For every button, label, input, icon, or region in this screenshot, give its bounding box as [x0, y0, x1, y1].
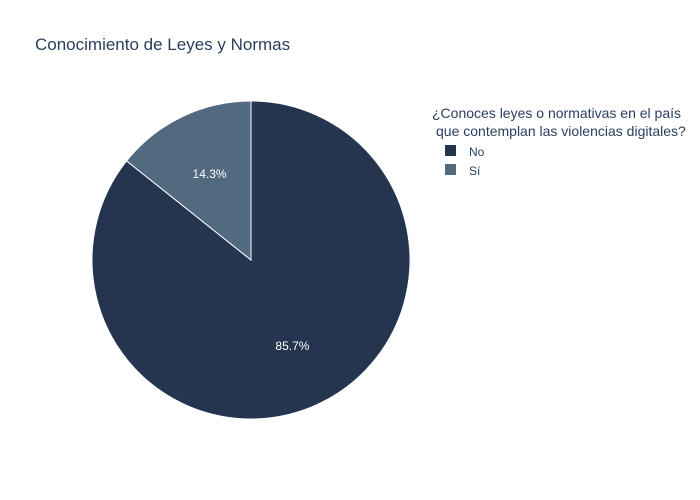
pie-slices: 85.7% 14.3% — [91, 100, 411, 420]
legend: ¿Conoces leyes o normativas en el país q… — [432, 105, 686, 178]
legend-label-no[interactable]: No — [469, 145, 485, 159]
slice-label-si: 14.3% — [193, 167, 227, 181]
legend-swatch-si[interactable] — [445, 164, 456, 175]
legend-title-line-1: ¿Conoces leyes o normativas en el país — [432, 105, 681, 121]
slice-label-no: 85.7% — [275, 339, 309, 353]
pie-slice-si[interactable] — [125, 100, 252, 262]
chart-title: Conocimiento de Leyes y Normas — [35, 35, 290, 54]
legend-title-line-2: que contemplan las violencias digitales? — [436, 123, 686, 139]
legend-swatch-no[interactable] — [445, 145, 456, 156]
legend-label-si[interactable]: Sí — [469, 164, 481, 178]
